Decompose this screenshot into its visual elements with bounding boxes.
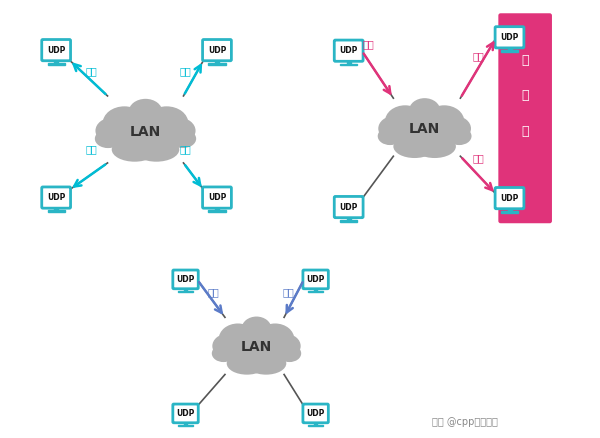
Text: UDP: UDP [176, 275, 195, 284]
Text: 广播: 广播 [180, 145, 191, 155]
Bar [178, 425, 193, 426]
Bar [178, 291, 193, 292]
Ellipse shape [278, 345, 301, 362]
Text: UDP: UDP [500, 194, 519, 203]
Ellipse shape [227, 352, 267, 374]
Ellipse shape [95, 117, 129, 144]
Text: 多播: 多播 [472, 153, 484, 163]
Ellipse shape [440, 116, 471, 141]
Ellipse shape [409, 98, 440, 123]
FancyBboxPatch shape [495, 27, 524, 48]
Text: LAN: LAN [241, 340, 272, 354]
Ellipse shape [242, 317, 271, 341]
Text: UDP: UDP [340, 202, 358, 212]
FancyBboxPatch shape [203, 187, 232, 208]
Ellipse shape [114, 107, 177, 156]
Ellipse shape [212, 345, 235, 362]
Ellipse shape [378, 127, 402, 145]
Bar [47, 211, 65, 212]
Text: 广播: 广播 [86, 145, 98, 155]
Text: UDP: UDP [47, 193, 65, 202]
Bar [314, 422, 317, 425]
Text: 多播: 多播 [472, 51, 484, 61]
Ellipse shape [133, 137, 179, 162]
Bar [308, 291, 323, 292]
Ellipse shape [128, 99, 163, 125]
Text: 知乎 @cpp后端技术: 知乎 @cpp后端技术 [432, 417, 498, 427]
Ellipse shape [378, 116, 410, 141]
Text: UDP: UDP [500, 33, 519, 42]
Bar [47, 63, 65, 65]
Text: 多: 多 [521, 54, 529, 67]
Ellipse shape [95, 129, 121, 148]
Ellipse shape [170, 129, 196, 148]
Bar [184, 288, 187, 291]
Bar [215, 207, 219, 211]
Bar [501, 211, 518, 213]
Bar [184, 422, 187, 425]
FancyBboxPatch shape [42, 39, 71, 61]
Ellipse shape [219, 324, 257, 355]
FancyBboxPatch shape [334, 40, 363, 61]
Bar [508, 47, 512, 50]
Bar [347, 216, 350, 220]
FancyBboxPatch shape [173, 270, 198, 289]
Text: UDP: UDP [176, 409, 195, 418]
Bar [54, 207, 58, 211]
FancyBboxPatch shape [203, 39, 232, 61]
Ellipse shape [271, 334, 301, 358]
Bar [501, 50, 518, 52]
Bar [215, 60, 219, 63]
FancyBboxPatch shape [173, 404, 198, 423]
Ellipse shape [112, 137, 158, 162]
Bar [340, 220, 358, 222]
Text: UDP: UDP [307, 275, 325, 284]
Text: 广播: 广播 [180, 66, 191, 76]
Text: UDP: UDP [307, 409, 325, 418]
Ellipse shape [413, 135, 456, 158]
Bar [340, 64, 358, 65]
Ellipse shape [447, 127, 472, 145]
Text: UDP: UDP [47, 46, 65, 55]
Bar [208, 63, 226, 65]
Text: 组: 组 [521, 125, 529, 138]
Ellipse shape [145, 106, 188, 140]
Ellipse shape [246, 352, 286, 374]
Text: 单播: 单播 [207, 287, 219, 297]
Bar [314, 288, 317, 291]
Ellipse shape [385, 105, 425, 138]
Bar [208, 211, 226, 212]
FancyBboxPatch shape [42, 187, 71, 208]
Bar [508, 208, 512, 211]
Ellipse shape [395, 106, 454, 153]
Text: UDP: UDP [340, 46, 358, 55]
Ellipse shape [103, 106, 146, 140]
Text: LAN: LAN [130, 125, 161, 139]
Text: LAN: LAN [409, 123, 440, 136]
FancyBboxPatch shape [334, 196, 363, 218]
Text: 播: 播 [521, 89, 529, 102]
Text: 单播: 单播 [282, 287, 294, 297]
Ellipse shape [212, 334, 242, 358]
Bar [347, 60, 350, 64]
Ellipse shape [394, 135, 436, 158]
Bar [308, 425, 323, 426]
Ellipse shape [424, 105, 464, 138]
FancyBboxPatch shape [303, 270, 328, 289]
Text: UDP: UDP [208, 46, 226, 55]
FancyBboxPatch shape [495, 187, 524, 209]
Ellipse shape [229, 325, 284, 369]
Text: 广播: 广播 [86, 66, 98, 76]
FancyBboxPatch shape [499, 13, 552, 223]
Bar [54, 60, 58, 63]
Text: 多播: 多播 [363, 39, 374, 49]
Ellipse shape [256, 324, 294, 355]
FancyBboxPatch shape [303, 404, 328, 423]
Text: UDP: UDP [208, 193, 226, 202]
Ellipse shape [162, 117, 196, 144]
